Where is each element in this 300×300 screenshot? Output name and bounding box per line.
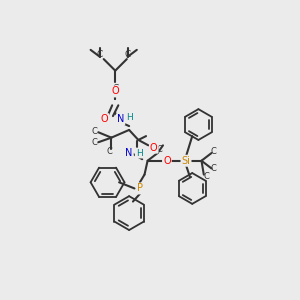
Text: C: C [107, 147, 113, 156]
Text: H: H [136, 148, 142, 158]
Text: C: C [124, 50, 131, 59]
Text: N: N [117, 114, 124, 124]
Text: H: H [126, 113, 133, 122]
Text: Si: Si [182, 156, 190, 166]
Text: C: C [203, 172, 209, 181]
Text: C: C [112, 84, 119, 93]
Text: C: C [211, 147, 217, 156]
Text: P: P [137, 184, 143, 194]
Text: C: C [92, 138, 98, 147]
Text: O: O [111, 86, 119, 96]
Text: C: C [156, 146, 162, 154]
Text: O: O [163, 156, 171, 166]
Text: O: O [101, 114, 108, 124]
Text: C: C [211, 164, 217, 173]
Text: C: C [97, 50, 103, 59]
Text: C: C [92, 127, 98, 136]
Text: O: O [150, 143, 158, 153]
Text: N: N [125, 148, 133, 158]
